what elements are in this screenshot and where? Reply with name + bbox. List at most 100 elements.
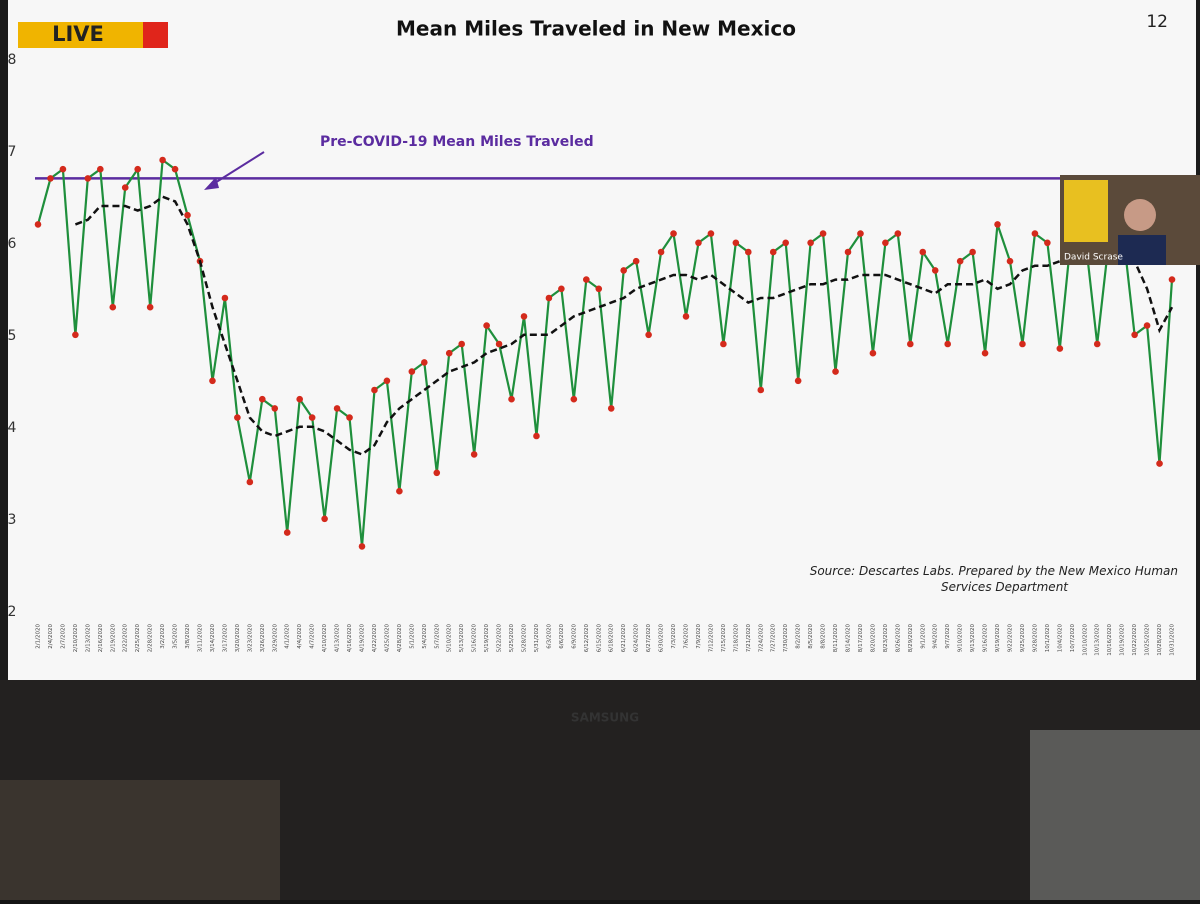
data-point (483, 322, 490, 329)
brand: SAMSUNG (571, 711, 639, 725)
presenter-head (1124, 199, 1156, 231)
x-tick-label: 5/7/2020 (434, 624, 440, 649)
data-point (358, 543, 366, 550)
data-point (944, 340, 951, 348)
plot: 2 3 4 5 6 7 8 2/1/2020 2/4/2020 2/7/2020 2/10/2020… (8, 52, 1176, 656)
x-tick-label: 4/1/2020 (285, 624, 291, 649)
data-point (1156, 460, 1163, 467)
data-point (508, 395, 515, 403)
x-tick-label: 3/17/2020 (222, 624, 228, 653)
data-point (745, 248, 752, 256)
x-tick-label: 6/30/2020 (659, 624, 665, 653)
x-tick-label: 9/7/2020 (945, 624, 951, 649)
data-point (732, 239, 740, 247)
x-tick-label: 5/4/2020 (422, 624, 428, 649)
x-tick-label: 9/16/2020 (983, 624, 989, 653)
y-tick-label: 3 (8, 512, 17, 528)
x-tick-label: 10/4/2020 (1057, 624, 1063, 653)
x-tick-label: 10/1/2020 (1045, 624, 1051, 653)
data-point (969, 248, 976, 256)
data-point (769, 248, 777, 256)
x-tick-label: 6/15/2020 (596, 624, 602, 653)
data-point (408, 368, 416, 375)
data-point (583, 276, 590, 283)
data-point (259, 395, 266, 403)
data-point (1168, 276, 1176, 283)
x-tick-label: 10/16/2020 (1107, 624, 1113, 656)
x-tick-label: 7/6/2020 (684, 624, 690, 649)
x-tick-label: 10/22/2020 (1132, 624, 1138, 656)
x-tick-label: 4/16/2020 (347, 624, 353, 653)
x-tick-label: 5/31/2020 (534, 624, 540, 653)
slide (8, 0, 1196, 680)
x-tick-label: 6/24/2020 (634, 624, 640, 653)
annotation-arrow (209, 151, 265, 187)
x-tick-label: 8/26/2020 (895, 624, 901, 653)
x-tick-label: 5/28/2020 (522, 624, 528, 653)
x-tick-label: 8/14/2020 (846, 624, 852, 653)
data-point (695, 239, 702, 247)
x-tick-label: 3/8/2020 (185, 624, 191, 649)
data-point (321, 515, 328, 523)
x-tick-label: 8/11/2020 (833, 624, 839, 653)
x-tick-label: 4/4/2020 (297, 624, 303, 649)
data-point (907, 340, 914, 348)
x-tick-label: 5/19/2020 (484, 624, 490, 653)
data-point (919, 248, 927, 256)
data-point (533, 432, 540, 440)
data-point (1031, 230, 1039, 237)
data-point (620, 267, 627, 274)
x-tick-label: 8/20/2020 (870, 624, 876, 653)
desk (0, 780, 280, 900)
y-tick-label: 5 (8, 328, 17, 344)
data-point (1093, 340, 1101, 348)
data-point (1131, 331, 1138, 339)
data-point (682, 313, 690, 320)
x-tick-label: 4/13/2020 (335, 624, 341, 653)
data-point (545, 294, 553, 302)
data-point (346, 414, 353, 421)
x-tick-label: 8/23/2020 (883, 624, 889, 653)
x-tick-label: 10/7/2020 (1070, 624, 1076, 653)
data-point (458, 340, 465, 348)
data-point (707, 230, 715, 237)
data-point (396, 487, 403, 495)
data-point (333, 405, 341, 412)
x-tick-label: 3/11/2020 (198, 624, 204, 653)
data-point (221, 294, 229, 302)
data-point (520, 313, 528, 320)
x-tick-label: 2/22/2020 (123, 624, 129, 653)
x-tick-label: 2/10/2020 (73, 624, 79, 653)
data-point (807, 239, 814, 247)
y-tick-label: 7 (8, 144, 17, 160)
x-tick-label: 3/26/2020 (260, 624, 266, 653)
data-point (607, 405, 615, 412)
x-tick-label: 4/22/2020 (372, 624, 378, 653)
x-tick-label: 4/28/2020 (397, 624, 403, 653)
data-point (495, 340, 503, 348)
data-point (184, 211, 191, 219)
data-point (1019, 340, 1026, 348)
data-point (720, 340, 727, 348)
x-tick-label: 7/9/2020 (696, 624, 702, 649)
x-tick-label: 7/27/2020 (771, 624, 777, 653)
x-tick-label: 2/1/2020 (36, 624, 42, 649)
data-point (1056, 345, 1064, 352)
x-tick-label: 6/3/2020 (546, 624, 552, 649)
x-tick-label: 7/18/2020 (733, 624, 739, 653)
data-point (632, 257, 640, 265)
x-tick-label: 3/14/2020 (210, 624, 216, 653)
data-point (383, 377, 391, 385)
data-point (121, 184, 129, 191)
data-point (882, 239, 889, 247)
x-tick-label: 7/30/2020 (783, 624, 789, 653)
data-point (645, 331, 652, 339)
data-point (109, 303, 117, 311)
x-tick-label: 10/25/2020 (1145, 624, 1151, 656)
data-point (59, 165, 67, 173)
x-tick-label: 2/19/2020 (110, 624, 116, 653)
x-tick-label: 9/10/2020 (958, 624, 964, 653)
data-point (84, 175, 92, 182)
x-tick-label: 8/5/2020 (808, 624, 814, 649)
x-tick-label: 4/19/2020 (360, 624, 366, 653)
